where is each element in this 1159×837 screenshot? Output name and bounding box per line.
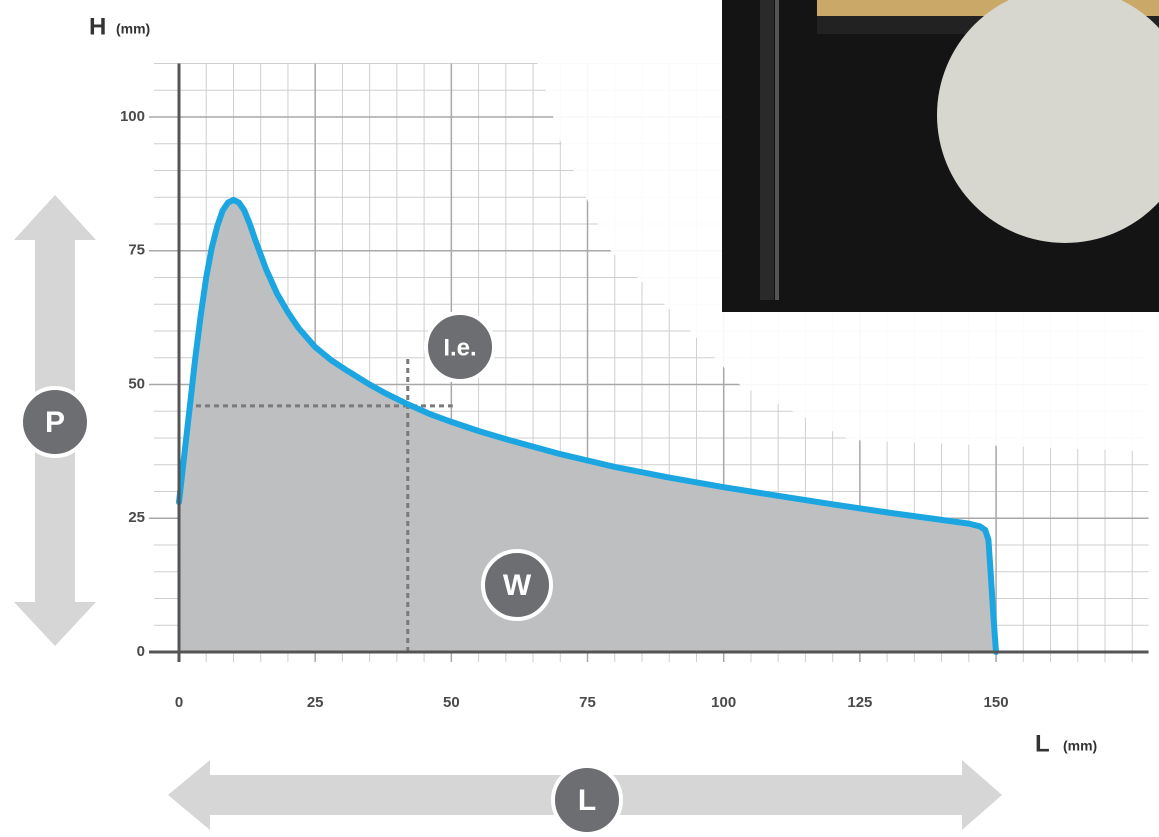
badge-circle <box>424 311 496 383</box>
badge-circle <box>481 549 553 621</box>
badge-p: P <box>19 386 91 458</box>
photo-sphere <box>937 0 1159 243</box>
badge-circle <box>19 386 91 458</box>
badge-ie: I.e. <box>424 311 496 383</box>
x-axis-title: L <box>1035 730 1050 757</box>
y-tick-label: 0 <box>137 643 145 660</box>
badge-l: L <box>551 764 623 836</box>
x-tick-label: 150 <box>984 694 1009 711</box>
badge-label: L <box>578 784 596 817</box>
badge-label: W <box>503 569 532 602</box>
x-tick-label: 25 <box>307 694 324 711</box>
badge-label: P <box>45 406 65 439</box>
badge-label: I.e. <box>443 334 476 361</box>
x-tick-label: 50 <box>443 694 460 711</box>
y-tick-label: 75 <box>128 242 145 259</box>
y-axis-unit: (mm) <box>116 21 150 37</box>
x-tick-label: 125 <box>847 694 872 711</box>
area <box>179 199 997 652</box>
y-axis-title: H <box>89 13 106 40</box>
plot: 0 25 50 75 100 125 150 0 25 50 75 100 <box>120 63 1149 711</box>
x-axis-unit: (mm) <box>1063 738 1097 754</box>
badge-w: W <box>481 549 553 621</box>
x-tick-label: 75 <box>579 694 596 711</box>
y-tick-label: 25 <box>128 509 145 526</box>
badge-circle <box>551 764 623 836</box>
x-tick-label: 0 <box>175 694 183 711</box>
y-tick-label: 100 <box>120 108 145 125</box>
photo <box>722 0 1159 312</box>
photo-rail <box>760 0 774 300</box>
y-tick-label: 50 <box>128 375 145 392</box>
x-tick-label: 100 <box>711 694 736 711</box>
photo-rail-edge <box>775 0 779 300</box>
curve <box>176 196 999 655</box>
